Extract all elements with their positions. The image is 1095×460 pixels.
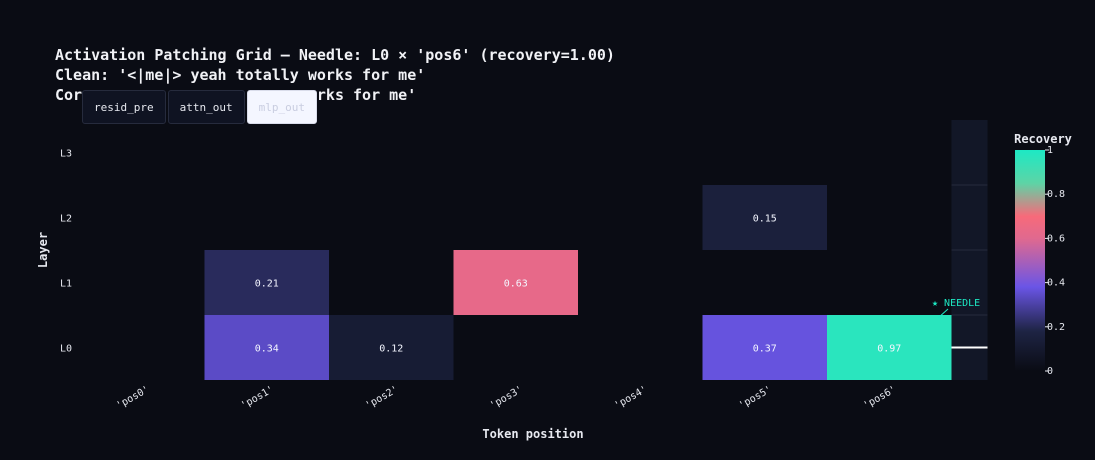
cell-value-label: 0.15 — [753, 214, 777, 225]
layer-type-buttons: resid_pre attn_out mlp_out — [82, 90, 317, 124]
y-tick-label: L2 — [60, 214, 72, 225]
cell-value-label: 0.21 — [255, 279, 279, 290]
button-resid-pre[interactable]: resid_pre — [82, 90, 166, 124]
needle-arrow — [937, 308, 949, 319]
x-tick-label: 'pos3' — [488, 384, 525, 412]
y-tick-label: L3 — [60, 149, 72, 160]
cell-value-label: 0.12 — [379, 344, 403, 355]
colorbar — [1015, 150, 1045, 371]
cell-value-label: 0.63 — [504, 279, 528, 290]
heatmap-cell[interactable] — [204, 250, 330, 315]
colorbar-title: Recovery — [1014, 132, 1072, 146]
y-axis-title: Layer — [36, 232, 50, 268]
heatmap-cell[interactable] — [204, 315, 330, 380]
heatmap-cell[interactable] — [702, 185, 828, 250]
y-tick-label: L0 — [60, 344, 72, 355]
x-axis-title: Token position — [482, 427, 583, 441]
x-tick-label: 'pos5' — [737, 384, 774, 412]
button-attn-out[interactable]: attn_out — [167, 90, 245, 124]
button-mlp-out[interactable]: mlp_out — [246, 90, 317, 124]
chart-title: Activation Patching Grid — Needle: L0 × … — [55, 46, 615, 64]
cell-value-label: 0.34 — [255, 344, 279, 355]
x-tick-label: 'pos1' — [239, 384, 276, 412]
colorbar-tick-label: 0.2 — [1047, 322, 1065, 333]
heatmap-cell[interactable] — [453, 250, 579, 315]
x-tick-label: 'pos0' — [115, 384, 152, 412]
colorbar-tick-label: 0.6 — [1047, 233, 1065, 244]
colorbar-tick-label: 1 — [1047, 145, 1053, 156]
colorbar-tick-label: 0.4 — [1047, 278, 1065, 289]
cell-value-label: 0.37 — [753, 344, 777, 355]
colorbar-tick-label: 0.8 — [1047, 189, 1065, 200]
heatmap-cell[interactable] — [702, 315, 828, 380]
heatmap-cell[interactable] — [329, 315, 454, 380]
chart-subtitle-clean: Clean: '<|me|> yeah totally works for me… — [55, 66, 426, 84]
x-tick-label: 'pos4' — [613, 384, 650, 412]
needle-annotation: ★ NEEDLE — [932, 298, 980, 309]
cell-value-label: 0.97 — [877, 344, 901, 355]
heatmap-cell[interactable] — [827, 315, 952, 380]
colorbar-tick-label: 0 — [1047, 366, 1053, 377]
x-tick-label: 'pos6' — [862, 384, 899, 412]
y-tick-label: L1 — [60, 279, 72, 290]
x-tick-label: 'pos2' — [364, 384, 401, 412]
